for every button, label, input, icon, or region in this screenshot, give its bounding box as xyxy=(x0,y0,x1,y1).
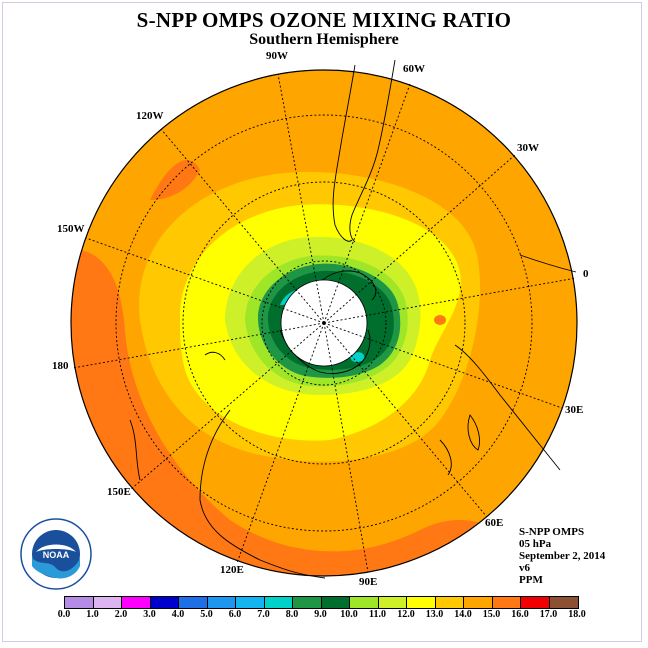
colorbar-tick-label: 11.0 xyxy=(369,609,386,620)
meridian-180 xyxy=(72,322,325,369)
figure-border xyxy=(2,2,642,642)
colorbar-segment xyxy=(293,597,322,608)
colorbar-tick-label: 8.0 xyxy=(285,609,299,620)
colorbar-tick-label: 15.0 xyxy=(482,609,501,620)
antarctic-peninsula xyxy=(317,270,377,301)
new-zealand-coast xyxy=(129,419,141,481)
lon-label-30w: 30W xyxy=(517,142,539,154)
colorbar-segment xyxy=(93,597,122,608)
ozone-region-15-16-spot xyxy=(434,315,446,325)
colorbar-segment xyxy=(492,597,521,608)
map-title: S-NPP OMPS OZONE MIXING RATIO xyxy=(136,8,512,32)
lon-label-120w: 120W xyxy=(136,110,164,122)
south-america-coast xyxy=(332,64,356,242)
info-level: 05 hPa xyxy=(519,538,552,550)
latitude-ring-50s xyxy=(182,181,466,465)
colorbar-segment xyxy=(435,597,464,608)
meridian-150w xyxy=(85,237,325,324)
colorbar-tick-label: 4.0 xyxy=(171,609,185,620)
colorbar-tick-label: 5.0 xyxy=(200,609,213,620)
colorbar xyxy=(64,596,579,609)
logo-text: NOAA xyxy=(43,550,70,560)
colorbar-tick-label: 9.0 xyxy=(314,609,327,620)
colorbar-segment xyxy=(464,597,493,608)
lon-label-60e: 60E xyxy=(485,517,504,529)
colorbar-tick-label: 16.0 xyxy=(511,609,529,620)
colorbar-segment xyxy=(264,597,293,608)
colorbar-segment xyxy=(207,597,236,608)
meridian-120w xyxy=(160,128,325,324)
colorbar-segment xyxy=(150,597,179,608)
meridian-90e xyxy=(323,322,369,573)
info-instrument: S-NPP OMPS xyxy=(519,526,585,538)
info-date: September 2, 2014 xyxy=(519,550,606,562)
colorbar-segment xyxy=(321,597,350,608)
island-coast xyxy=(204,351,226,361)
info-block: S-NPP OMPS 05 hPa September 2, 2014 v6 P… xyxy=(519,526,605,586)
colorbar-tick-label: 12.0 xyxy=(397,609,415,620)
south-america-east-coast xyxy=(349,59,396,243)
graticule xyxy=(72,73,577,573)
latitude-ring-70s xyxy=(261,260,387,386)
colorbar-segment xyxy=(521,597,550,608)
ozone-region-15-16-small xyxy=(150,160,200,200)
colorbar-segment xyxy=(378,597,407,608)
colorbar-labels: 0.0 1.0 2.0 3.0 4.0 5.0 6.0 7.0 8.0 9.0 10.0 11.0 12… xyxy=(0,609,648,623)
colorbar-tick-label: 2.0 xyxy=(114,609,128,620)
lon-label-150e: 150E xyxy=(107,486,131,498)
colorbar-tick-label: 14.0 xyxy=(454,609,472,620)
lon-label-60w: 60W xyxy=(403,63,425,75)
colorbar-segment xyxy=(549,597,578,608)
colorbar-segment xyxy=(179,597,208,608)
meridian-60w xyxy=(323,83,411,324)
colorbar-segment xyxy=(65,597,94,608)
noaa-logo: NOAA xyxy=(20,518,92,590)
meridian-30e xyxy=(323,322,563,409)
lon-label-150w: 150W xyxy=(57,223,85,235)
colorbar-tick-label: 1.0 xyxy=(86,609,99,620)
lon-label-120e: 120E xyxy=(220,564,244,576)
latitude-ring-30s xyxy=(115,114,533,532)
lon-label-90e: 90E xyxy=(359,576,378,588)
madagascar xyxy=(467,414,481,451)
info-version: v6 xyxy=(519,562,530,574)
colorbar-segment xyxy=(236,597,265,608)
australia-coast xyxy=(199,409,326,579)
colorbar-segment xyxy=(407,597,436,608)
colorbar-tick-label: 0.0 xyxy=(57,609,71,620)
meridian-0 xyxy=(323,277,577,324)
colorbar-tick-label: 6.0 xyxy=(228,609,242,620)
meridian-90w xyxy=(277,73,325,324)
colorbar-tick-label: 3.0 xyxy=(143,609,156,620)
map-boundary xyxy=(70,69,578,577)
colorbar-tick-label: 13.0 xyxy=(425,609,444,620)
colorbar-tick-label: 17.0 xyxy=(539,609,558,620)
colorbar-tick-label: 7.0 xyxy=(257,609,270,620)
lon-label-90w: 90W xyxy=(266,50,288,62)
meridian-60e xyxy=(323,322,488,518)
meridian-30w xyxy=(323,153,517,324)
info-units: PPM xyxy=(519,574,543,586)
meridian-120e xyxy=(236,322,325,564)
colorbar-segment xyxy=(122,597,151,608)
colorbar-segment xyxy=(350,597,379,608)
south-pole-marker xyxy=(322,321,326,325)
lon-label-180: 180 xyxy=(52,360,69,372)
lon-label-0: 0 xyxy=(583,268,589,280)
colorbar-tick-label: 10.0 xyxy=(340,609,358,620)
lon-label-30e: 30E xyxy=(565,404,584,416)
ozone-region-15-16 xyxy=(71,249,540,576)
map-subtitle: Southern Hemisphere xyxy=(249,31,399,48)
meridian-150e xyxy=(129,322,325,491)
colorbar-tick-label: 18.0 xyxy=(568,609,586,620)
